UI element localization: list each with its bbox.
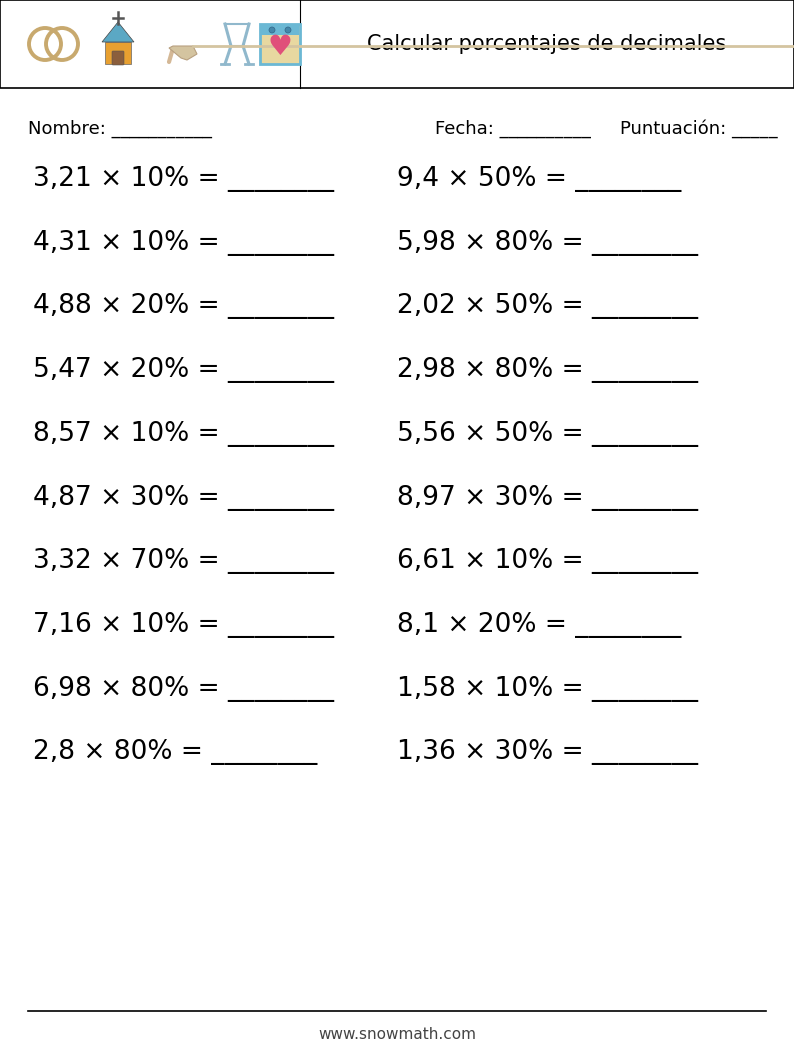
Text: Puntuación: _____: Puntuación: _____	[620, 119, 777, 138]
Bar	[105, 42, 131, 64]
Bar	[0, 0, 794, 88]
FancyBboxPatch shape	[112, 51, 124, 65]
Text: 8,1 × 20% = ________: 8,1 × 20% = ________	[397, 612, 681, 638]
Text: 6,98 × 80% = ________: 6,98 × 80% = ________	[33, 676, 334, 701]
Bar	[261, 25, 299, 35]
Text: 5,47 × 20% = ________: 5,47 × 20% = ________	[33, 357, 334, 383]
Text: 3,21 × 10% = ________: 3,21 × 10% = ________	[33, 166, 334, 192]
Text: 2,8 × 80% = ________: 2,8 × 80% = ________	[33, 739, 318, 766]
Polygon shape	[102, 22, 134, 42]
Text: 8,57 × 10% = ________: 8,57 × 10% = ________	[33, 421, 334, 446]
Circle shape	[269, 27, 275, 33]
Text: ♥: ♥	[268, 33, 292, 61]
Text: 2,02 × 50% = ________: 2,02 × 50% = ________	[397, 294, 698, 319]
Text: Nombre: ___________: Nombre: ___________	[28, 119, 212, 138]
Text: Calcular porcentajes de decimales: Calcular porcentajes de decimales	[368, 34, 727, 54]
Text: 2,98 × 80% = ________: 2,98 × 80% = ________	[397, 357, 698, 383]
Text: 1,58 × 10% = ________: 1,58 × 10% = ________	[397, 676, 698, 701]
Text: 4,31 × 10% = ________: 4,31 × 10% = ________	[33, 230, 334, 256]
Text: 8,97 × 30% = ________: 8,97 × 30% = ________	[397, 484, 698, 511]
Text: 9,4 × 50% = ________: 9,4 × 50% = ________	[397, 166, 681, 192]
Text: 1,36 × 30% = ________: 1,36 × 30% = ________	[397, 739, 698, 766]
Circle shape	[285, 27, 291, 33]
Text: 3,32 × 70% = ________: 3,32 × 70% = ________	[33, 549, 334, 574]
Text: 6,61 × 10% = ________: 6,61 × 10% = ________	[397, 549, 698, 574]
Polygon shape	[169, 46, 197, 60]
Text: 7,16 × 10% = ________: 7,16 × 10% = ________	[33, 612, 334, 638]
Text: 5,98 × 80% = ________: 5,98 × 80% = ________	[397, 230, 698, 256]
Text: www.snowmath.com: www.snowmath.com	[318, 1027, 476, 1041]
Text: 4,87 × 30% = ________: 4,87 × 30% = ________	[33, 484, 334, 511]
Text: 5,56 × 50% = ________: 5,56 × 50% = ________	[397, 421, 698, 446]
FancyBboxPatch shape	[260, 24, 300, 64]
Text: 4,88 × 20% = ________: 4,88 × 20% = ________	[33, 294, 334, 319]
Text: Fecha: __________: Fecha: __________	[435, 119, 591, 138]
